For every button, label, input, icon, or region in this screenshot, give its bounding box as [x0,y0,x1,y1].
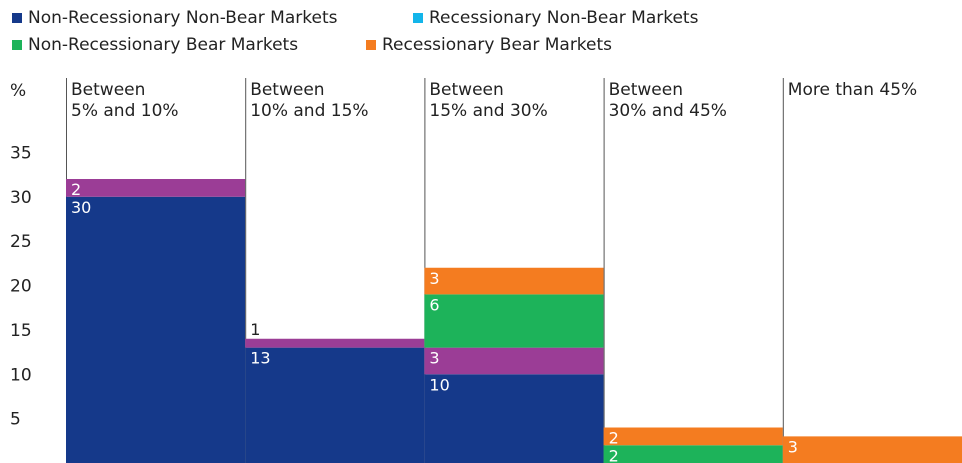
y-tick-label: 30 [10,188,32,208]
bar-segment [424,294,604,348]
bar-segment [424,267,604,295]
legend-swatch [12,13,22,23]
y-axis-label: % [10,81,26,101]
bar-segment [603,427,783,446]
data-label: 30 [71,198,91,217]
legend-item: Recessionary Bear Markets [366,35,612,55]
bar-segment [245,347,425,463]
legend-swatch [12,40,22,50]
legend-label: Non-Recessionary Non-Bear Markets [28,8,338,28]
data-label: 3 [429,349,439,368]
y-tick-label: 5 [10,410,21,430]
x-tick-label: Between 10% and 15% [250,80,369,121]
bar-segment [245,338,425,348]
legend-label: Recessionary Bear Markets [382,35,613,55]
legend-swatch [413,13,423,23]
x-tick-label: Between 15% and 30% [429,80,548,121]
bar-segment [424,347,604,375]
y-tick-label: 25 [10,232,32,252]
data-label: 3 [429,269,439,288]
legend-label: Non-Recessionary Bear Markets [28,35,299,55]
bar-segment [782,436,962,463]
data-label: 1 [250,320,260,339]
legend-label: Recessionary Non-Bear Markets [429,8,699,28]
data-label: 3 [788,437,798,456]
data-label: 2 [71,180,81,199]
data-label: 2 [609,429,619,448]
legend-item: Recessionary Non-Bear Markets [413,8,698,28]
y-tick-label: 35 [10,143,32,163]
x-tick-label: More than 45% [787,80,918,100]
y-tick-label: 10 [10,365,32,385]
y-tick-label: 15 [10,321,32,341]
bar-segment [603,445,783,463]
legend-swatch [366,40,376,50]
legend-item: Non-Recessionary Non-Bear Markets [12,8,337,28]
x-tick-label: Between 5% and 10% [71,80,179,121]
bar-segment [66,179,246,197]
x-tick-label: Between 30% and 45% [608,80,727,121]
data-label: 10 [429,375,449,394]
bar-segment [66,196,246,463]
bar-segment [424,374,604,463]
y-tick-label: 20 [10,277,32,297]
data-label: 6 [429,295,439,314]
legend-item: Non-Recessionary Bear Markets [12,35,298,55]
data-label: 2 [609,446,619,463]
data-label: 13 [250,349,270,368]
